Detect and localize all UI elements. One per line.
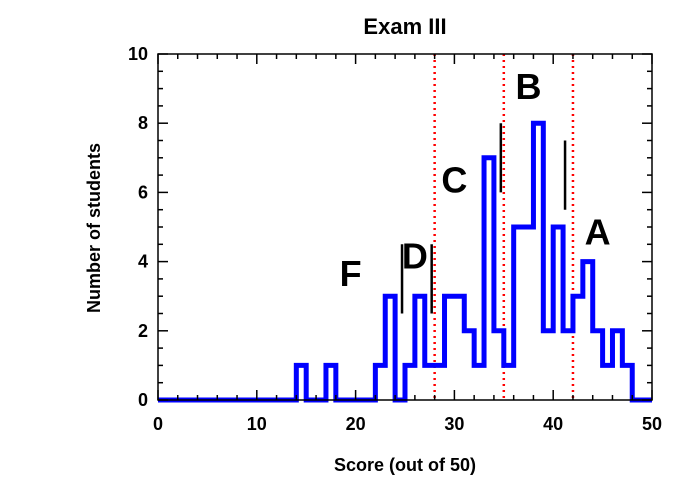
y-tick-label: 4 [138,252,148,272]
y-axis-label: Number of students [84,143,104,313]
grade-label-c: C [441,159,467,200]
y-tick-label: 2 [138,321,148,341]
grade-label-b: B [516,66,542,107]
plot-area: 0 10 20 30 40 50 0 2 4 6 8 10 F DC B A [128,44,662,434]
axes-frame [157,53,653,401]
grade-label-d: D [402,236,428,277]
x-tick-label: 20 [346,414,366,434]
y-tick-label: 10 [128,44,148,64]
grade-label-f: F [340,253,362,294]
y-tick-label: 8 [138,113,148,133]
chart-title: Exam III [363,14,446,39]
x-tick-label: 50 [642,414,662,434]
x-axis-label: Score (out of 50) [334,455,476,475]
y-tick-label: 0 [138,390,148,410]
grade-label-a: A [585,211,611,252]
y-tick-label: 6 [138,182,148,202]
x-tick-label: 10 [247,414,267,434]
x-tick-label: 40 [543,414,563,434]
x-tick-label: 30 [444,414,464,434]
x-tick-label: 0 [153,414,163,434]
